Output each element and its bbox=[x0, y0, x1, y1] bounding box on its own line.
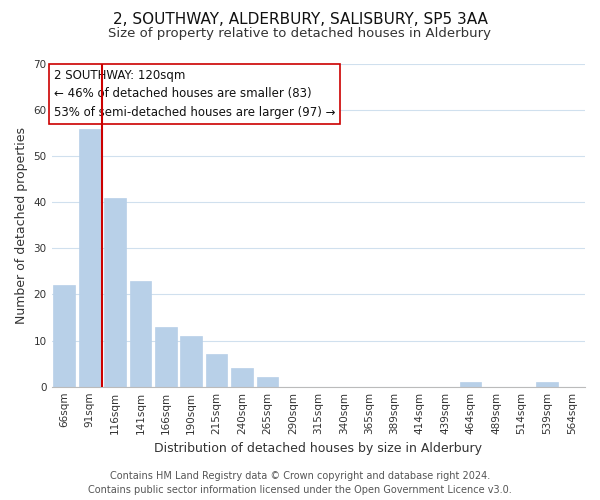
Bar bbox=[53, 286, 75, 386]
Bar bbox=[460, 382, 481, 386]
Bar bbox=[257, 378, 278, 386]
Text: 2 SOUTHWAY: 120sqm
← 46% of detached houses are smaller (83)
53% of semi-detache: 2 SOUTHWAY: 120sqm ← 46% of detached hou… bbox=[54, 69, 336, 119]
X-axis label: Distribution of detached houses by size in Alderbury: Distribution of detached houses by size … bbox=[154, 442, 482, 455]
Bar bbox=[130, 280, 151, 386]
Bar bbox=[231, 368, 253, 386]
Bar bbox=[536, 382, 557, 386]
Text: 2, SOUTHWAY, ALDERBURY, SALISBURY, SP5 3AA: 2, SOUTHWAY, ALDERBURY, SALISBURY, SP5 3… bbox=[113, 12, 487, 28]
Bar bbox=[181, 336, 202, 386]
Bar bbox=[79, 128, 100, 386]
Text: Contains HM Land Registry data © Crown copyright and database right 2024.
Contai: Contains HM Land Registry data © Crown c… bbox=[88, 471, 512, 495]
Bar bbox=[155, 327, 176, 386]
Text: Size of property relative to detached houses in Alderbury: Size of property relative to detached ho… bbox=[109, 28, 491, 40]
Y-axis label: Number of detached properties: Number of detached properties bbox=[15, 127, 28, 324]
Bar bbox=[104, 198, 126, 386]
Bar bbox=[206, 354, 227, 386]
